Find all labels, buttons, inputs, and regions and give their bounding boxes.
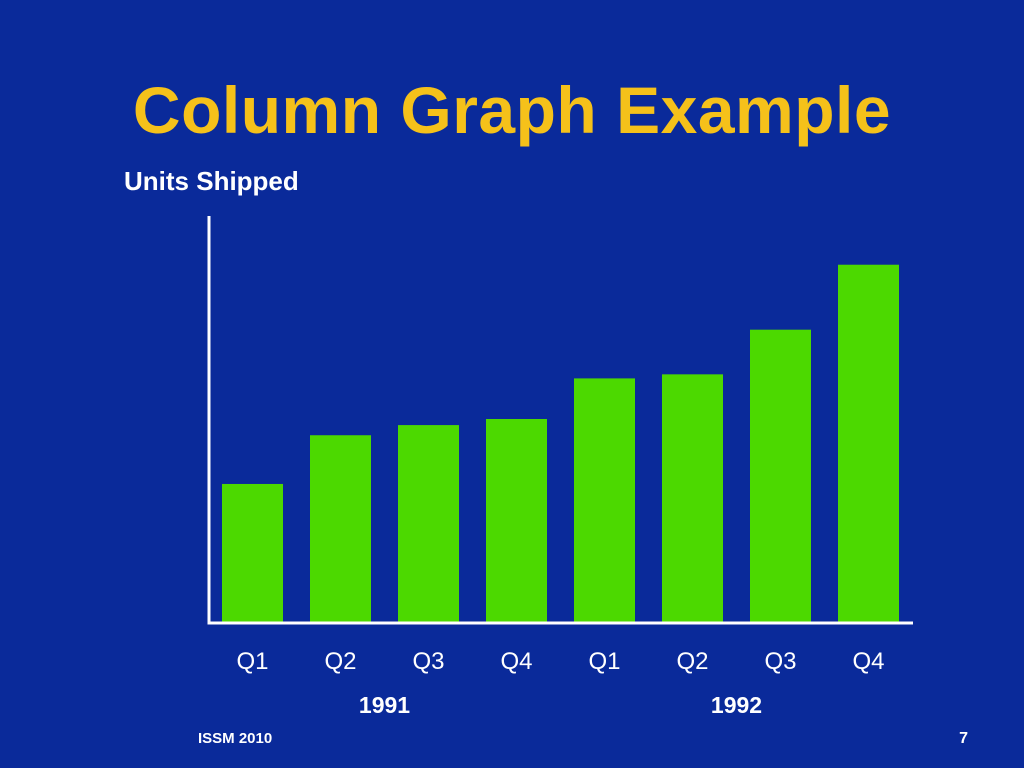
bar-6: [662, 374, 723, 622]
x-tick-label: Q4: [500, 648, 532, 675]
x-tick-label: Q3: [764, 648, 796, 675]
x-tick-labels: Q1 Q2 Q3 Q4 Q1 Q2 Q3 Q4: [236, 648, 884, 675]
bar-3: [398, 425, 459, 622]
bar-5: [574, 378, 635, 622]
bar-7: [750, 329, 811, 622]
bar-1: [222, 483, 283, 622]
x-tick-label: Q1: [236, 648, 268, 675]
x-tick-label: Q4: [852, 648, 884, 675]
bar-2: [310, 435, 371, 622]
bar-series: [222, 264, 899, 622]
bar-8: [838, 264, 899, 622]
bar-4: [486, 419, 547, 622]
footer-text: ISSM 2010: [198, 730, 273, 747]
x-tick-label: Q1: [588, 648, 620, 675]
year-label-1992: 1992: [711, 692, 762, 718]
x-tick-label: Q3: [412, 648, 444, 675]
x-tick-label: Q2: [324, 648, 356, 675]
x-tick-label: Q2: [676, 648, 708, 675]
chart-title: Column Graph Example: [132, 73, 892, 147]
page-number: 7: [959, 730, 968, 747]
year-group-labels: 1991 1992: [359, 692, 762, 718]
year-label-1991: 1991: [359, 692, 410, 718]
y-axis-label: Units Shipped: [124, 166, 299, 196]
